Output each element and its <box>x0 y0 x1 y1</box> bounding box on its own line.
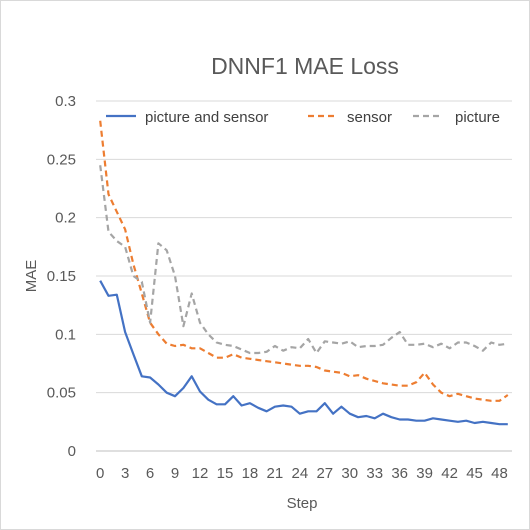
y-tick-label: 0.1 <box>55 326 76 343</box>
x-tick-label: 12 <box>192 465 209 482</box>
legend-label-1: sensor <box>347 109 392 126</box>
x-tick-label: 48 <box>491 465 508 482</box>
x-tick-label: 24 <box>291 465 308 482</box>
series-line-2 <box>99 165 508 355</box>
chart-title: DNNF1 MAE Loss <box>211 53 399 79</box>
x-tick-label: 30 <box>341 465 358 482</box>
y-tick-label: 0.25 <box>47 151 76 168</box>
x-axis-label: Step <box>287 495 318 512</box>
series-lines <box>99 120 509 426</box>
y-tick-labels: 0 0.05 0.1 0.15 0.2 0.25 0.3 <box>47 93 76 460</box>
y-tick-label: 0.3 <box>55 93 76 110</box>
legend-label-0: picture and sensor <box>145 109 268 126</box>
x-tick-label: 18 <box>242 465 259 482</box>
x-tick-label: 3 <box>121 465 129 482</box>
series-line-0 <box>99 280 508 426</box>
x-tick-label: 15 <box>217 465 234 482</box>
x-tick-label: 27 <box>316 465 333 482</box>
y-axis-label: MAE <box>23 260 40 293</box>
series-line-1 <box>99 120 509 402</box>
x-tick-label: 0 <box>96 465 104 482</box>
y-tick-label: 0.05 <box>47 385 76 402</box>
x-tick-label: 45 <box>466 465 483 482</box>
y-tick-label: 0 <box>68 443 76 460</box>
x-tick-labels: 0 3 6 9 12 15 18 21 24 27 30 33 36 39 42 45 48 <box>96 465 508 482</box>
y-tick-label: 0.2 <box>55 210 76 227</box>
x-tick-label: 9 <box>171 465 179 482</box>
x-tick-label: 21 <box>267 465 284 482</box>
y-tick-label: 0.15 <box>47 268 76 285</box>
legend: picture and sensor sensor picture <box>106 109 500 126</box>
x-tick-label: 36 <box>391 465 408 482</box>
x-tick-label: 6 <box>146 465 154 482</box>
legend-label-2: picture <box>455 109 500 126</box>
x-tick-label: 39 <box>416 465 433 482</box>
x-tick-label: 33 <box>366 465 383 482</box>
x-tick-label: 42 <box>441 465 458 482</box>
